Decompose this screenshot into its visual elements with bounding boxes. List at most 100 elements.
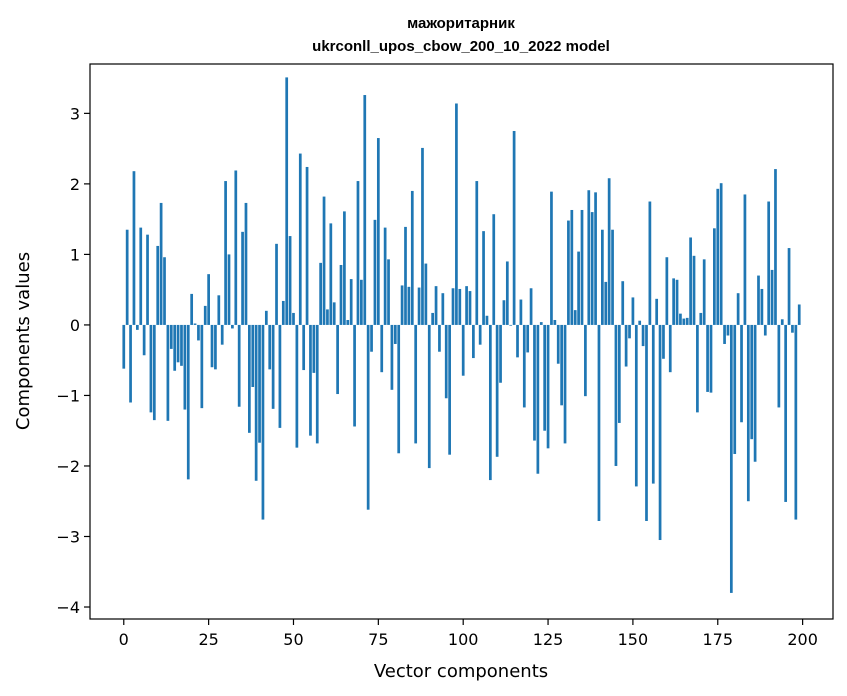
bar <box>271 324 275 409</box>
bar <box>601 229 604 325</box>
bar <box>787 248 791 325</box>
bar <box>156 245 160 325</box>
bar <box>248 324 251 433</box>
bar <box>461 324 465 376</box>
bar <box>468 291 472 325</box>
bar <box>641 324 645 347</box>
bar <box>577 251 580 325</box>
bar <box>597 324 601 521</box>
bar <box>651 324 655 484</box>
bar <box>149 324 153 413</box>
bar <box>522 324 526 408</box>
bar <box>376 138 380 325</box>
bar <box>580 209 584 325</box>
bar <box>584 324 587 397</box>
bar <box>679 313 682 325</box>
bar <box>485 315 489 325</box>
bar <box>424 263 428 325</box>
bar <box>210 324 214 368</box>
bar <box>264 310 268 325</box>
bar <box>275 243 278 325</box>
bar <box>516 324 519 358</box>
bar <box>685 317 689 325</box>
y-tick-label: −2 <box>56 457 80 476</box>
bar <box>560 324 563 406</box>
bar <box>624 324 628 367</box>
bar <box>689 237 692 325</box>
bar <box>529 288 533 325</box>
bar <box>214 324 217 370</box>
bar <box>152 324 156 421</box>
bar <box>699 312 703 325</box>
bar <box>166 324 170 421</box>
bar <box>207 274 210 325</box>
bar <box>723 324 726 344</box>
bar <box>298 153 302 325</box>
bar <box>556 324 560 364</box>
x-tick-label: 50 <box>283 630 303 649</box>
bar <box>190 293 194 325</box>
bar <box>675 279 679 325</box>
bar <box>482 231 485 325</box>
bar <box>315 324 319 444</box>
bar <box>322 196 326 325</box>
bar <box>261 324 265 520</box>
bar <box>132 171 136 325</box>
bar <box>234 170 238 325</box>
bar <box>774 169 777 325</box>
y-tick-label: −3 <box>56 527 80 546</box>
bar <box>655 298 659 325</box>
bar <box>163 257 166 325</box>
bar <box>332 302 336 325</box>
bar <box>203 305 207 325</box>
bar <box>777 324 781 408</box>
plot-frame <box>89 63 834 620</box>
bar <box>570 209 574 325</box>
bar <box>295 324 299 448</box>
bar <box>702 259 706 325</box>
bar <box>142 324 146 356</box>
bar <box>400 285 404 325</box>
bar <box>343 211 346 325</box>
bar <box>658 324 662 541</box>
bar <box>441 293 445 325</box>
x-tick-label: 0 <box>119 630 129 649</box>
bar <box>288 236 292 325</box>
bar <box>604 281 608 325</box>
bar <box>760 288 764 325</box>
bar <box>193 323 197 325</box>
bar <box>716 188 720 325</box>
bar <box>241 231 244 325</box>
bar <box>251 324 255 387</box>
bar <box>791 324 794 333</box>
x-tick-label: 75 <box>368 630 388 649</box>
bar <box>349 279 353 325</box>
bar <box>634 324 638 487</box>
bar <box>750 324 754 440</box>
bar <box>309 324 312 436</box>
bar <box>370 324 373 352</box>
bar <box>780 319 784 325</box>
bar <box>743 194 747 325</box>
bar <box>713 228 716 325</box>
bar <box>746 324 750 502</box>
bar <box>139 227 143 325</box>
bar <box>197 324 200 341</box>
y-tick-label: 2 <box>70 175 80 194</box>
x-tick-label: 200 <box>787 630 818 649</box>
bar <box>553 319 557 325</box>
bar <box>122 324 126 369</box>
bar <box>383 227 387 325</box>
bar <box>662 324 665 359</box>
bar <box>607 178 611 325</box>
bar <box>356 181 360 325</box>
bar <box>631 297 635 325</box>
bar <box>797 304 801 325</box>
bar <box>254 324 258 481</box>
bar <box>757 275 760 325</box>
bar <box>665 257 669 325</box>
bar <box>472 324 475 359</box>
bar <box>478 324 482 345</box>
bar <box>292 312 295 325</box>
